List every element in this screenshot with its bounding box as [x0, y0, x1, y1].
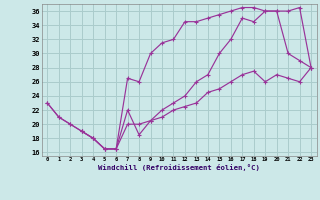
X-axis label: Windchill (Refroidissement éolien,°C): Windchill (Refroidissement éolien,°C): [98, 164, 260, 171]
